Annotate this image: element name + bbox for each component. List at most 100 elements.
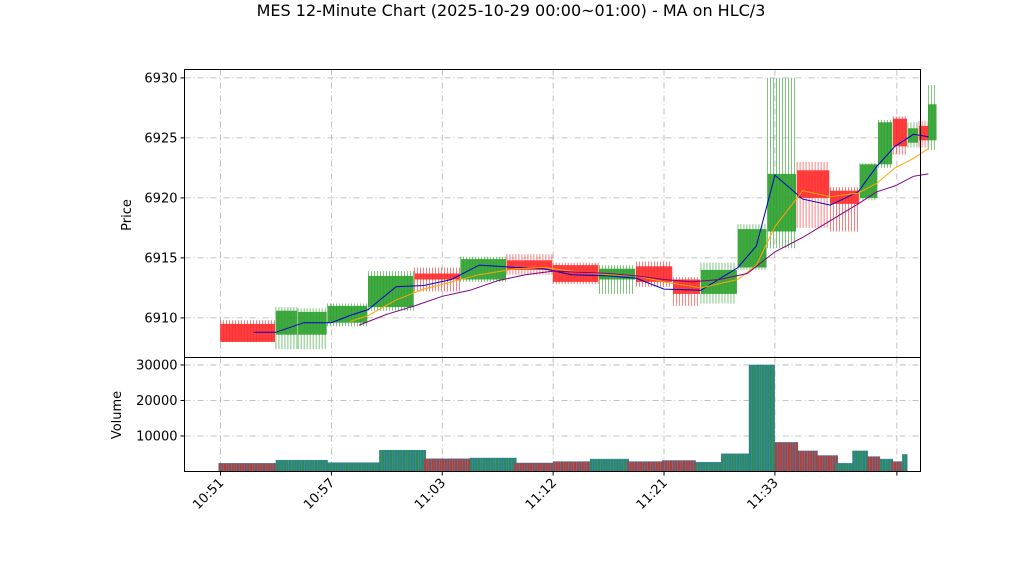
volume-bar-segment	[254, 463, 258, 472]
volume-bar-segment	[830, 455, 833, 472]
volume-bar-segment	[787, 442, 791, 472]
volume-bar-segment	[639, 461, 643, 472]
volume-bar	[423, 458, 471, 472]
volume-bar-segment	[441, 458, 445, 472]
volume-bar-segment	[642, 461, 646, 472]
volume-bar-segment	[804, 450, 808, 472]
volume-bar-segment	[680, 460, 683, 472]
volume-bar-segment	[345, 462, 349, 472]
volume-bar	[852, 450, 868, 472]
candlesticks	[220, 77, 937, 350]
volume-bar-segment	[384, 449, 388, 472]
volume-bar-segment	[827, 455, 831, 472]
volume-bar-segment	[621, 458, 624, 472]
volume-bar-segment	[495, 457, 499, 472]
volume-bar-segment	[807, 450, 810, 472]
volume-bar-segment	[887, 458, 891, 472]
volume-bar-segment	[779, 442, 783, 472]
volume-bar-segment	[835, 463, 839, 472]
candle-body	[878, 122, 893, 165]
volume-bar-segment	[283, 459, 287, 472]
volume-bar-segment	[761, 364, 765, 472]
candle-body	[797, 170, 830, 198]
volume-bar-segment	[869, 456, 873, 472]
volume-bar-segment	[718, 462, 722, 472]
volume-bar	[880, 458, 894, 472]
volume-tick-label: 20000	[136, 394, 177, 409]
volume-bar-segment	[764, 364, 768, 472]
volume-bar-segment	[759, 364, 762, 472]
volume-bar-segment	[469, 457, 473, 472]
volume-bar-segment	[571, 461, 574, 472]
volume-bar-segment	[511, 457, 514, 472]
volume-bar-segment	[381, 449, 385, 472]
volume-bar-segment	[241, 463, 245, 472]
candle-body	[553, 265, 599, 282]
volume-bar	[721, 453, 750, 472]
ma_fast-line	[253, 133, 929, 333]
candle-body	[907, 128, 919, 143]
volume-bar-segment	[270, 463, 274, 472]
volume-bar-segment	[306, 459, 310, 472]
volume-bar-segment	[457, 458, 460, 472]
volume-bar-segment	[519, 462, 522, 472]
volume-bar-segment	[885, 458, 888, 472]
volume-bar-segment	[267, 463, 271, 472]
volume-bar-segment	[527, 462, 530, 472]
candle	[878, 119, 893, 168]
volume-bar-segment	[632, 461, 635, 472]
volume-bar-segment	[767, 364, 770, 472]
volume-bar-segment	[893, 461, 897, 472]
volume-bar-segment	[547, 462, 551, 472]
price-tick-label: 6915	[144, 251, 177, 266]
volume-bar-segment	[661, 460, 665, 472]
volume-bar-segment	[428, 458, 432, 472]
volume-bar-segment	[700, 462, 704, 472]
candle-body	[506, 260, 553, 270]
volume-bar-segment	[664, 460, 668, 472]
volume-bar	[552, 461, 592, 472]
volume-bar-segment	[459, 458, 463, 472]
candle-body	[700, 269, 737, 294]
volume-bar-segment	[877, 456, 881, 472]
volume-bar-segment	[736, 453, 740, 472]
volume-bar-segment	[898, 461, 902, 472]
volume-bar-segment	[465, 458, 468, 472]
volume-bar-segment	[862, 450, 866, 472]
volume-bar-segment	[852, 450, 855, 472]
volume-bar-segment	[348, 462, 351, 472]
candle-body	[737, 229, 767, 268]
volume-bar-segment	[734, 453, 737, 472]
volume-bar-segment	[848, 463, 852, 472]
volume-bar-segment	[769, 364, 773, 472]
candle	[796, 161, 830, 228]
volume-bar-segment	[480, 457, 483, 472]
volume-bar-segment	[705, 462, 709, 472]
volume-bar-segment	[244, 463, 248, 472]
volume-bar-segment	[677, 460, 681, 472]
volume-bar-segment	[667, 460, 670, 472]
volume-bar-segment	[221, 463, 224, 472]
volume-bar-segment	[558, 461, 561, 472]
volume-bar	[589, 458, 629, 472]
volume-bar-segment	[524, 462, 528, 472]
volume-bar-segment	[792, 442, 796, 472]
volume-bar-segment	[542, 462, 546, 472]
volume-bar-segment	[358, 462, 362, 472]
volume-bar-segment	[415, 449, 419, 472]
volume-bar-segment	[634, 461, 638, 472]
chart-title: MES 12-Minute Chart (2025-10-29 00:00~01…	[257, 1, 766, 20]
volume-bar-segment	[716, 462, 719, 472]
volume-bar-segment	[218, 463, 222, 472]
price-tick-label: 6930	[144, 71, 177, 86]
volume-bar-segment	[236, 463, 240, 472]
volume-bar-segment	[472, 457, 475, 472]
volume-bar-segment	[532, 462, 535, 472]
volume-bar-segment	[809, 450, 813, 472]
volume-bar	[469, 457, 517, 472]
volume-bar-segment	[772, 364, 775, 472]
volume-bar-segment	[449, 458, 453, 472]
candle-body	[893, 118, 907, 147]
volume-bar-segment	[586, 461, 590, 472]
volume-bar-segment	[506, 457, 509, 472]
